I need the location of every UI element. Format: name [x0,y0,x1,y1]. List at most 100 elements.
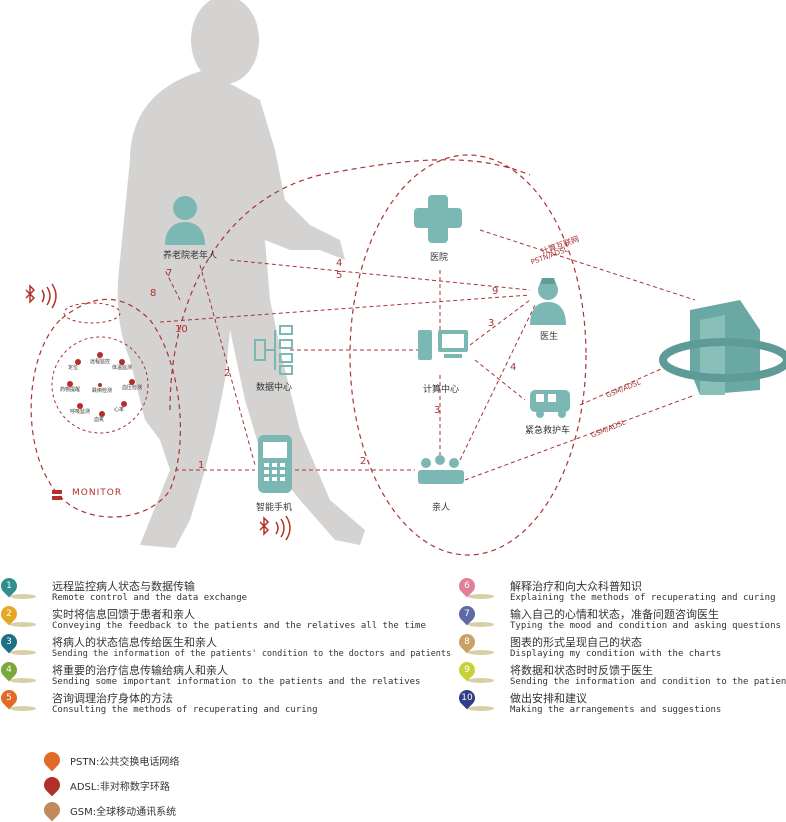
ambulance-icon [530,390,570,418]
legend-text-cn: 将病人的状态信息传给医生和亲人 [52,636,217,649]
legend-text-cn: 做出安排和建议 [510,692,587,705]
node-label-family: 亲人 [432,503,451,513]
hospital-cross-icon [414,195,462,243]
monitor-item: 药物提醒 [60,387,81,393]
legend-text-en: Consulting the methods of recuperating a… [52,705,318,715]
legend-item: 3 将病人的状态信息传给医生和亲人 Sending the information … [0,630,451,660]
network-legend-item: GSM:全球移动通讯系统 [40,798,260,822]
node-label-phone: 智能手机 [256,503,293,513]
legend-number: 8 [464,637,470,647]
legend-text-cn: 将重要的治疗信息传输给病人和亲人 [52,664,228,677]
pin-shadow [468,622,494,627]
legend-text-en: Sending the information and condition to… [510,677,786,687]
legend-item: 4 将重要的治疗信息传输给病人和亲人 Sending some important … [0,658,420,688]
datacenter-icon [254,325,293,375]
edge-number: 9 [492,286,499,297]
monitor-logo-mark [52,490,62,500]
edge-number: 2 [224,368,231,379]
family-icon [418,455,464,484]
monitor-item: 血氧 [94,417,105,423]
bluetooth-icon-monitor [25,284,36,304]
edge-number: 10 [175,324,188,335]
diagram-scene: 养老院老年人 医院 医生 数据中心 计算中心 紧急救护车 智能手机 亲人 MON… [25,0,786,556]
legend-item: 2 实时将信息回馈于患者和亲人 Conveying the feedback to … [0,602,426,632]
legend-number: 5 [6,693,12,703]
legend-text-en: Explaining the methods of recuperating a… [510,593,776,603]
legend-text-en: Remote control and the data exchange [52,593,248,603]
network-legend-item: ADSL:非对称数字环路 [40,773,260,797]
pin-shadow [10,706,36,711]
legend-number: 9 [464,665,470,675]
legend-number: 2 [6,609,12,619]
monitor-item: 定位 [68,365,79,371]
edge-number: 2 [360,456,367,467]
legend-text-cn: 输入自己的心情和状态，准备问题咨询医生 [510,608,719,621]
legend-text-cn: 咨询调理治疗身体的方法 [52,692,173,705]
dashed-boundaries [30,154,587,556]
legend-text-cn: 远程监控病人状态与数据传输 [52,580,195,593]
legend-text-cn: 图表的形式呈现自己的状态 [510,636,642,649]
diagram-canvas [25,0,786,556]
pin-shadow [468,678,494,683]
monitor-item: 血压检测 [122,385,143,391]
wifi-signal-icon-monitor [41,283,57,309]
legend-number: 6 [464,581,470,591]
node-label-hospital: 医院 [430,253,449,263]
legend-text-en: Sending the information of the patients'… [52,649,452,659]
legend-number: 10 [461,693,473,703]
node-label-elderly: 养老院老年人 [163,251,218,261]
network-pin-icon [40,773,64,797]
legend-text-cn: 解释治疗和向大众科普知识 [510,580,642,593]
monitor-item: 心率 [114,407,125,413]
edge-number: 3 [488,318,495,329]
elderly-person-icon [165,196,205,245]
monitor-item: 远程监控 [90,359,111,365]
edge-number: 1 [198,460,205,471]
edge-number: 4 [336,258,343,269]
walking-person-silhouette [117,0,365,548]
legend-text-cn: 将数据和状态时时反馈于医生 [510,664,653,677]
node-label-datacenter: 数据中心 [256,383,293,393]
network-legend-item: PSTN:公共交换电话网络 [40,748,260,772]
network-legend-text: ADSL:非对称数字环路 [70,782,170,793]
node-label-doctor: 医生 [540,332,559,342]
legend-number: 3 [6,637,12,647]
legend-number: 1 [6,581,12,591]
legend-text-en: Making the arrangements and suggestions [510,705,722,715]
bluetooth-icon-phone [259,516,270,536]
monitor-device [51,302,149,434]
edge-number: 5 [336,270,343,281]
legend-text-cn: 实时将信息回馈于患者和亲人 [52,608,195,621]
edge-number: 8 [150,288,157,299]
legend-text-en: Conveying the feedback to the patients a… [52,621,426,631]
legend-item: 10 做出安排和建议 Making the arrangements and sug… [455,686,786,716]
monitor-brand-text: MONITOR [72,488,123,498]
pin-shadow [10,622,36,627]
pin-shadow [468,650,494,655]
pin-shadow [468,706,494,711]
computer-icon [418,330,468,360]
legend-text-en: Displaying my condition with the charts [510,649,722,659]
legend-item: 1 远程监控病人状态与数据传输 Remote control and the dat… [0,574,330,604]
legend-text-en: Typing the mood and condition and asking… [510,621,781,631]
edge-number: 4 [510,362,517,373]
legend-text-en: Sending some important information to th… [52,677,421,687]
network-pin-icon [40,748,64,772]
pin-shadow [10,678,36,683]
network-legend-text: PSTN:公共交换电话网络 [70,757,180,768]
smartphone-icon [258,435,292,493]
pin-shadow [10,650,36,655]
pin-shadow [468,594,494,599]
legend-number: 4 [6,665,12,675]
building-cloud-icon [659,300,786,395]
edge-number: 7 [166,268,173,279]
monitor-item: 体温监测 [112,365,133,371]
pin-shadow [10,594,36,599]
node-label-computer-center: 计算中心 [423,385,460,395]
network-legend-text: GSM:全球移动通讯系统 [70,807,177,818]
legend-item: 9 将数据和状态时时反馈于医生 Sending the information an… [455,658,786,688]
legend-item: 8 图表的形式呈现自己的状态 Displaying my condition wit… [455,630,786,660]
edge-number: 3 [434,405,441,416]
legend-number: 7 [464,609,470,619]
node-label-ambulance: 紧急救护车 [525,426,571,436]
